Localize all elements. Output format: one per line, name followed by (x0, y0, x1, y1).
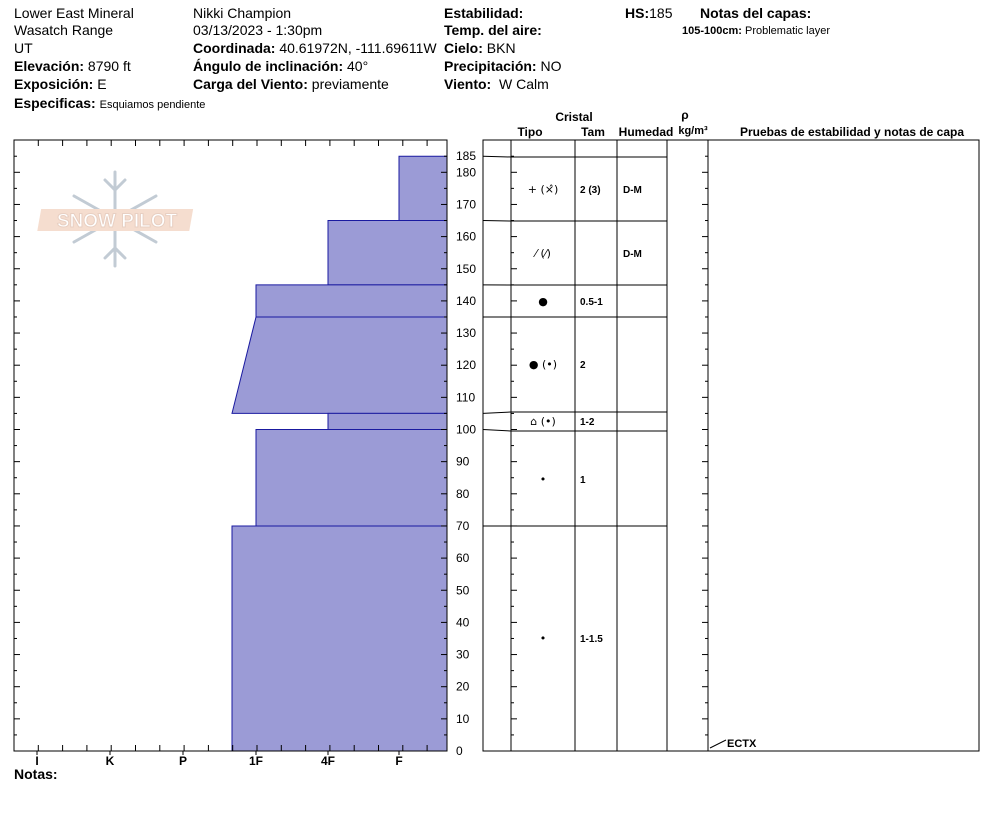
layer-note: 105-100cm: Problematic layer (682, 25, 830, 37)
y-tick-label: 140 (456, 294, 476, 308)
layer-crystal-size: 2 (580, 360, 586, 371)
y-tick-label: 70 (456, 519, 470, 533)
layer-crystal-size: 2 (3) (580, 185, 601, 196)
moisture-header: Humedad (619, 125, 674, 139)
layer-crystal-size: 1-2 (580, 417, 595, 428)
layer-crystal-type: • (540, 632, 547, 645)
layer-crystal-type: ⁄ (⁄) (532, 247, 551, 260)
x-tick-label: F (395, 754, 402, 768)
layer-table-frame (482, 139, 980, 752)
layer-notes-label: Notas del capas: (700, 5, 812, 21)
hardness-layer (327, 412, 448, 430)
layer-crystal-size: 1 (580, 475, 586, 486)
y-tick-label: 160 (456, 230, 476, 244)
x-tick-label: 1F (249, 754, 263, 768)
sky: Cielo: BKN (444, 40, 516, 56)
location-name: Lower East Mineral (14, 5, 134, 21)
y-tick-label: 130 (456, 326, 476, 340)
wind-loading: Carga del Viento: previamente (193, 76, 389, 92)
mountain-range: Wasatch Range (14, 22, 114, 38)
y-tick-label: 120 (456, 358, 476, 372)
test-pointer (709, 739, 727, 749)
crystal-header: Cristal (555, 110, 592, 124)
y-tick-label: 40 (456, 615, 470, 629)
size-header: Tam (581, 125, 605, 139)
test-result: ECTX (727, 738, 757, 750)
layer-crystal-type: • (540, 473, 547, 486)
y-tick-label: 10 (456, 712, 470, 726)
x-tick-label: K (106, 754, 115, 768)
layer-crystal-size: 1-1.5 (580, 634, 603, 645)
hardness-layer (255, 429, 448, 527)
hardness-layer (231, 316, 448, 414)
y-tick-label: 150 (456, 262, 476, 276)
notes-label: Notas: (14, 766, 58, 782)
aspect: Exposición: E (14, 76, 107, 92)
density-header: kg/m³ (678, 125, 708, 137)
snowpilot-logo: SNOW PILOT (37, 170, 194, 268)
layer-moisture: D-M (623, 249, 642, 260)
observer-name: Nikki Champion (193, 5, 292, 21)
slope-angle: Ángulo de inclinación: 40° (193, 58, 369, 74)
wind: Viento: W Calm (444, 76, 549, 92)
state: UT (14, 40, 33, 56)
hardness-layer (327, 220, 448, 286)
layer-crystal-type: + (⨯̂) (528, 183, 559, 196)
y-tick-label: 60 (456, 551, 470, 565)
layer-moisture: D-M (623, 185, 642, 196)
y-tick-label: 100 (456, 423, 476, 437)
hardness-layer (255, 284, 448, 318)
type-header: Tipo (517, 125, 542, 139)
snow-height: HS:185 (625, 5, 673, 21)
y-tick-label: 180 (456, 165, 476, 179)
x-tick-label: P (179, 754, 187, 768)
y-tick-label: 170 (456, 197, 476, 211)
layer-crystal-type: ● (•) (529, 358, 557, 371)
coordinates: Coordinada: 40.61972N, -111.69611W (193, 40, 437, 56)
y-tick-label: 90 (456, 455, 470, 469)
y-tick-label: 0 (456, 744, 463, 758)
hardness-layer (231, 525, 448, 752)
x-tick-label: I (35, 754, 38, 768)
elevation: Elevación: 8790 ft (14, 58, 131, 74)
y-tick-label: 30 (456, 648, 470, 662)
layer-crystal-type: ⌂ (•) (530, 415, 556, 428)
y-tick-label: 20 (456, 680, 470, 694)
y-tick-label: 80 (456, 487, 470, 501)
layer-crystal-type: ● (538, 295, 548, 308)
hardness-layer (398, 155, 448, 222)
tests-header: Pruebas de estabilidad y notas de capa (740, 125, 964, 139)
air-temp-label: Temp. del aire: (444, 22, 542, 38)
stability-label: Estabilidad: (444, 5, 524, 21)
rho-header: ρ (681, 108, 688, 122)
layer-crystal-size: 0.5-1 (580, 297, 603, 308)
y-tick-label: 50 (456, 583, 470, 597)
y-tick-label: 185 (456, 149, 476, 163)
logo-text: SNOW PILOT (57, 211, 178, 232)
observation-datetime: 03/13/2023 - 1:30pm (193, 22, 323, 38)
specifics: Especificas: Esquiamos pendiente (14, 95, 206, 111)
y-tick-label: 110 (456, 390, 475, 404)
x-tick-label: 4F (321, 754, 335, 768)
precipitation: Precipitación: NO (444, 58, 562, 74)
